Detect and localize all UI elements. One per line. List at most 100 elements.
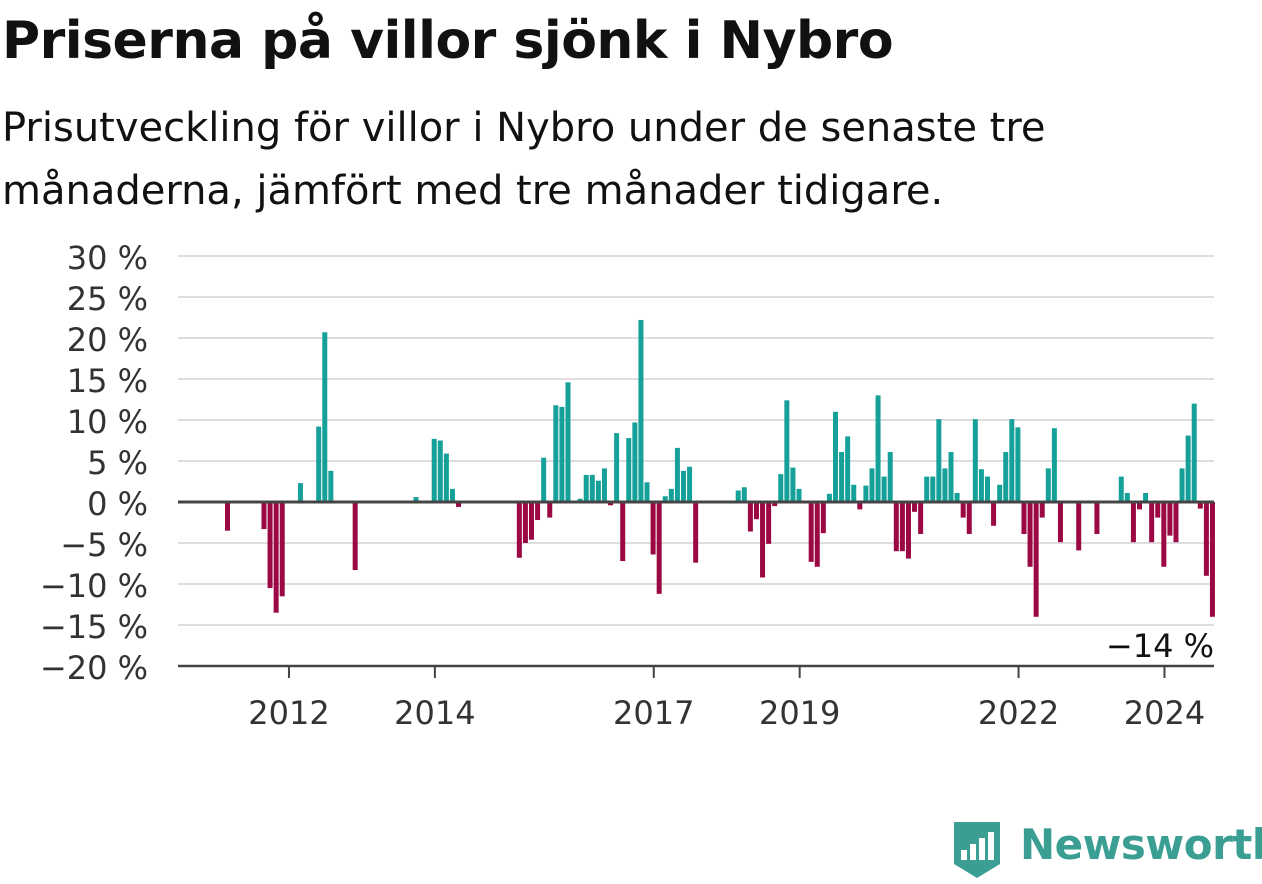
bar [328,470,334,502]
bar [857,502,863,510]
bar [267,502,273,589]
bar [589,474,595,502]
y-tick-label: 25 % [67,280,148,318]
bar [1021,502,1027,534]
bar [814,502,820,567]
bar [936,419,942,502]
bar [1094,502,1100,534]
bar [279,502,285,597]
bar [638,319,644,502]
bar [833,411,838,502]
newsworthy-logo: Newsworthy [950,820,1262,880]
bar [887,451,893,502]
bar [845,436,851,502]
bar [225,502,230,531]
bar [1167,502,1173,536]
bar [583,474,589,502]
bar [991,502,997,526]
bar [839,451,845,502]
y-axis-tick-labels: 30 %25 %20 %15 %10 %5 %0 %−5 %−10 %−15 %… [40,239,148,687]
x-tick-label: 2014 [394,694,475,732]
bar [784,400,790,502]
bar [559,406,565,502]
bar [1027,502,1033,567]
page-subtitle: Prisutveckling för villor i Nybro under … [2,105,1046,214]
bar [449,488,455,502]
y-tick-label: −5 % [60,526,148,564]
bar [297,483,303,502]
x-tick-label: 2024 [1124,694,1205,732]
bar [522,502,528,543]
bar [905,502,911,559]
bar [1161,502,1167,567]
bar [614,433,620,502]
bar [1137,502,1142,510]
bar [1179,468,1185,502]
bar [322,332,328,502]
y-tick-label: 20 % [67,321,148,359]
bar [875,395,881,502]
bar [443,453,449,502]
y-tick-label: 10 % [67,403,148,441]
bar [1124,492,1130,502]
bar [1130,502,1136,543]
y-tick-label: −20 % [40,649,148,687]
bar [662,496,668,502]
bar [747,502,753,532]
bar [1003,451,1009,502]
bar [1051,428,1057,502]
bar [796,488,802,502]
x-tick-label: 2012 [248,694,329,732]
bar [1173,502,1179,543]
bar [529,502,534,540]
bar [1149,502,1155,543]
annotations: −14 % [1103,624,1217,668]
bar [541,457,547,502]
axes [178,500,1214,668]
bar [942,468,948,502]
bar [966,502,972,534]
bar [753,502,759,520]
x-tick-label: 2017 [613,694,694,732]
bar [1155,502,1161,518]
bar [869,468,875,502]
bar [577,498,583,502]
bar [644,482,650,502]
bar [601,468,607,502]
bar [972,419,978,502]
bar [997,484,1003,502]
bar [1191,403,1197,502]
y-tick-label: 0 % [87,485,148,523]
bar [1045,468,1051,502]
bar [918,502,924,534]
bar [930,476,936,502]
bar [790,467,796,502]
bar [668,488,674,502]
bar [1197,502,1203,509]
bar [431,438,437,502]
grid-lines [178,255,1214,626]
bar [893,502,899,552]
bar [1033,502,1039,617]
newsworthy-logo-icon [954,822,1000,878]
x-tick-label: 2022 [978,694,1059,732]
bar [899,502,905,552]
bar [954,492,960,502]
bar [261,502,267,530]
bar [1143,492,1149,502]
bar [693,502,699,563]
bar [1076,502,1082,551]
x-axis-tick-labels: 2012 2014 2017 2019 2022 2024 [248,666,1205,732]
bar [851,484,857,502]
bar [1057,502,1063,543]
bar [1015,427,1021,502]
bar [741,487,747,502]
bar [735,490,741,502]
last-value-label: −14 % [1106,627,1214,665]
bars [225,319,1215,617]
bar [632,422,638,502]
bar [1039,502,1045,518]
y-tick-label: 15 % [67,362,148,400]
bar [352,502,358,571]
